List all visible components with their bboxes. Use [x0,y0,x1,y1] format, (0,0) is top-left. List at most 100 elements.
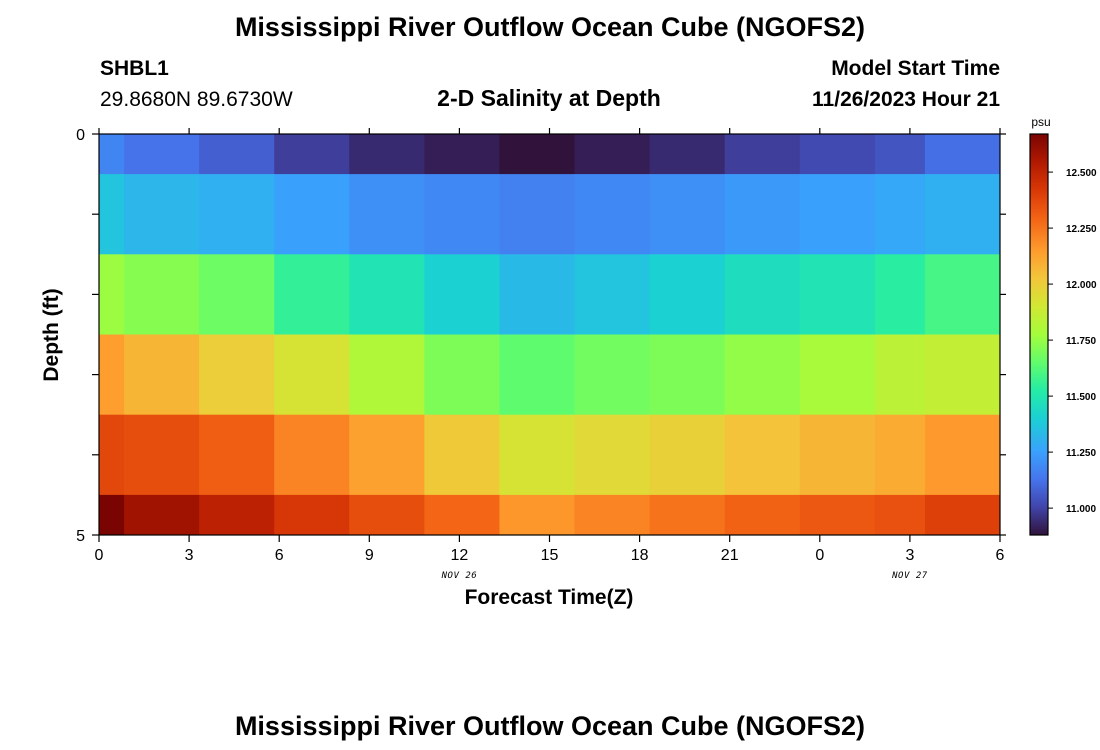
y-tick-label: 0 [76,127,85,144]
heatmap-cell [499,254,576,335]
heatmap-cell [99,414,125,496]
heatmap-cell [649,494,726,536]
heatmap-cell [199,414,275,496]
colorbar-tick-label: 11.000 [1066,504,1096,515]
heatmap-cell [199,494,275,536]
chart-subtitle: 2-D Salinity at Depth [437,85,661,111]
heatmap-cell [99,134,125,175]
heatmap-cell [924,494,1001,536]
colorbar-tick-label: 11.500 [1066,392,1096,403]
heatmap-cell [349,134,425,175]
heatmap-cell [274,494,350,536]
heatmap-cell [874,254,926,335]
x-tick-label: 0 [95,547,104,564]
heatmap-cell [99,494,125,536]
heatmap-cell [724,494,801,536]
heatmap-cell [424,134,500,175]
heatmap-cell [424,174,500,255]
heatmap-cell [724,414,801,496]
page-title: Mississippi River Outflow Ocean Cube (NG… [235,12,865,42]
heatmap-cell [199,254,275,335]
heatmap-cell [874,334,926,416]
heatmap-cell [124,254,200,335]
heatmap-cell [499,414,576,496]
heatmap-cell [724,134,801,175]
heatmap-cell [574,494,651,536]
y-tick-label: 5 [76,528,85,545]
heatmap-cell [349,414,425,496]
heatmap-cell [274,254,350,335]
x-tick-label: 3 [185,547,194,564]
x-tick-label: 15 [541,547,559,564]
heatmap-cell [574,254,651,335]
heatmap-cell [124,334,200,416]
date-label: NOV 26 [441,571,478,581]
heatmap-cell [724,254,801,335]
heatmap-cell [724,174,801,255]
x-tick-label: 3 [905,547,914,564]
x-tick-label: 0 [815,547,824,564]
heatmap-cell [274,134,350,175]
heatmap-cell [274,334,350,416]
y-axis-ticks: 05 [76,127,1006,545]
colorbar [1029,133,1049,536]
heatmap-cell [724,334,801,416]
heatmap-cell [274,174,350,255]
heatmap-cell [874,414,926,496]
heatmap-cell [99,254,125,335]
heatmap-cell [799,334,876,416]
heatmap-cell [874,494,926,536]
x-axis-label: Forecast Time(Z) [465,586,634,609]
heatmap-cell [799,254,876,335]
heatmap-cell [424,254,500,335]
colorbar-tick-label: 11.750 [1066,336,1096,347]
heatmap-cell [499,334,576,416]
heatmap-cell [574,414,651,496]
x-tick-label: 12 [451,547,469,564]
heatmap-cell [424,334,500,416]
heatmap-cell [799,174,876,255]
colorbar-tick-label: 11.250 [1066,448,1096,459]
heatmap-cell [124,494,200,536]
heatmap-cell [499,174,576,255]
x-tick-label: 6 [996,547,1005,564]
model-start-value: 11/26/2023 Hour 21 [812,88,1000,111]
heatmap-cell [124,134,200,175]
heatmap-cell [924,134,1001,175]
heatmap-cell [199,134,275,175]
heatmap-cell [924,334,1001,416]
heatmap-cell [274,414,350,496]
colorbar-unit: psu [1031,115,1050,129]
station-id: SHBL1 [100,57,169,80]
heatmap-cell [649,134,726,175]
heatmap-cell [799,134,876,175]
heatmap-cell [649,414,726,496]
heatmap-cell [424,494,500,536]
heatmap-cell [349,174,425,255]
model-start-label: Model Start Time [831,57,1000,80]
x-tick-label: 21 [721,547,739,564]
heatmap-cell [924,254,1001,335]
x-axis-ticks: 0 3 6 9 12 15 18 21 0 3 6 [95,128,1005,564]
heatmap-cell [499,134,576,175]
heatmap-cell [99,334,125,416]
heatmap-cell [499,494,576,536]
heatmap-cell [874,134,926,175]
date-labels: NOV 26 NOV 27 [441,571,928,581]
heatmap-cell [199,174,275,255]
x-tick-label: 18 [631,547,649,564]
heatmap-cell [799,494,876,536]
heatmap-cell [349,494,425,536]
heatmap-cell [349,334,425,416]
heatmap-cell [199,334,275,416]
heatmap-cell [124,414,200,496]
heatmap-cell [874,174,926,255]
page-title-repeat: Mississippi River Outflow Ocean Cube (NG… [235,711,865,741]
colorbar-tick-label: 12.500 [1066,168,1097,179]
heatmap-cells [99,134,1001,536]
heatmap-cell [649,174,726,255]
x-tick-label: 9 [365,547,374,564]
heatmap-cell [99,174,125,255]
heatmap-cell [574,334,651,416]
